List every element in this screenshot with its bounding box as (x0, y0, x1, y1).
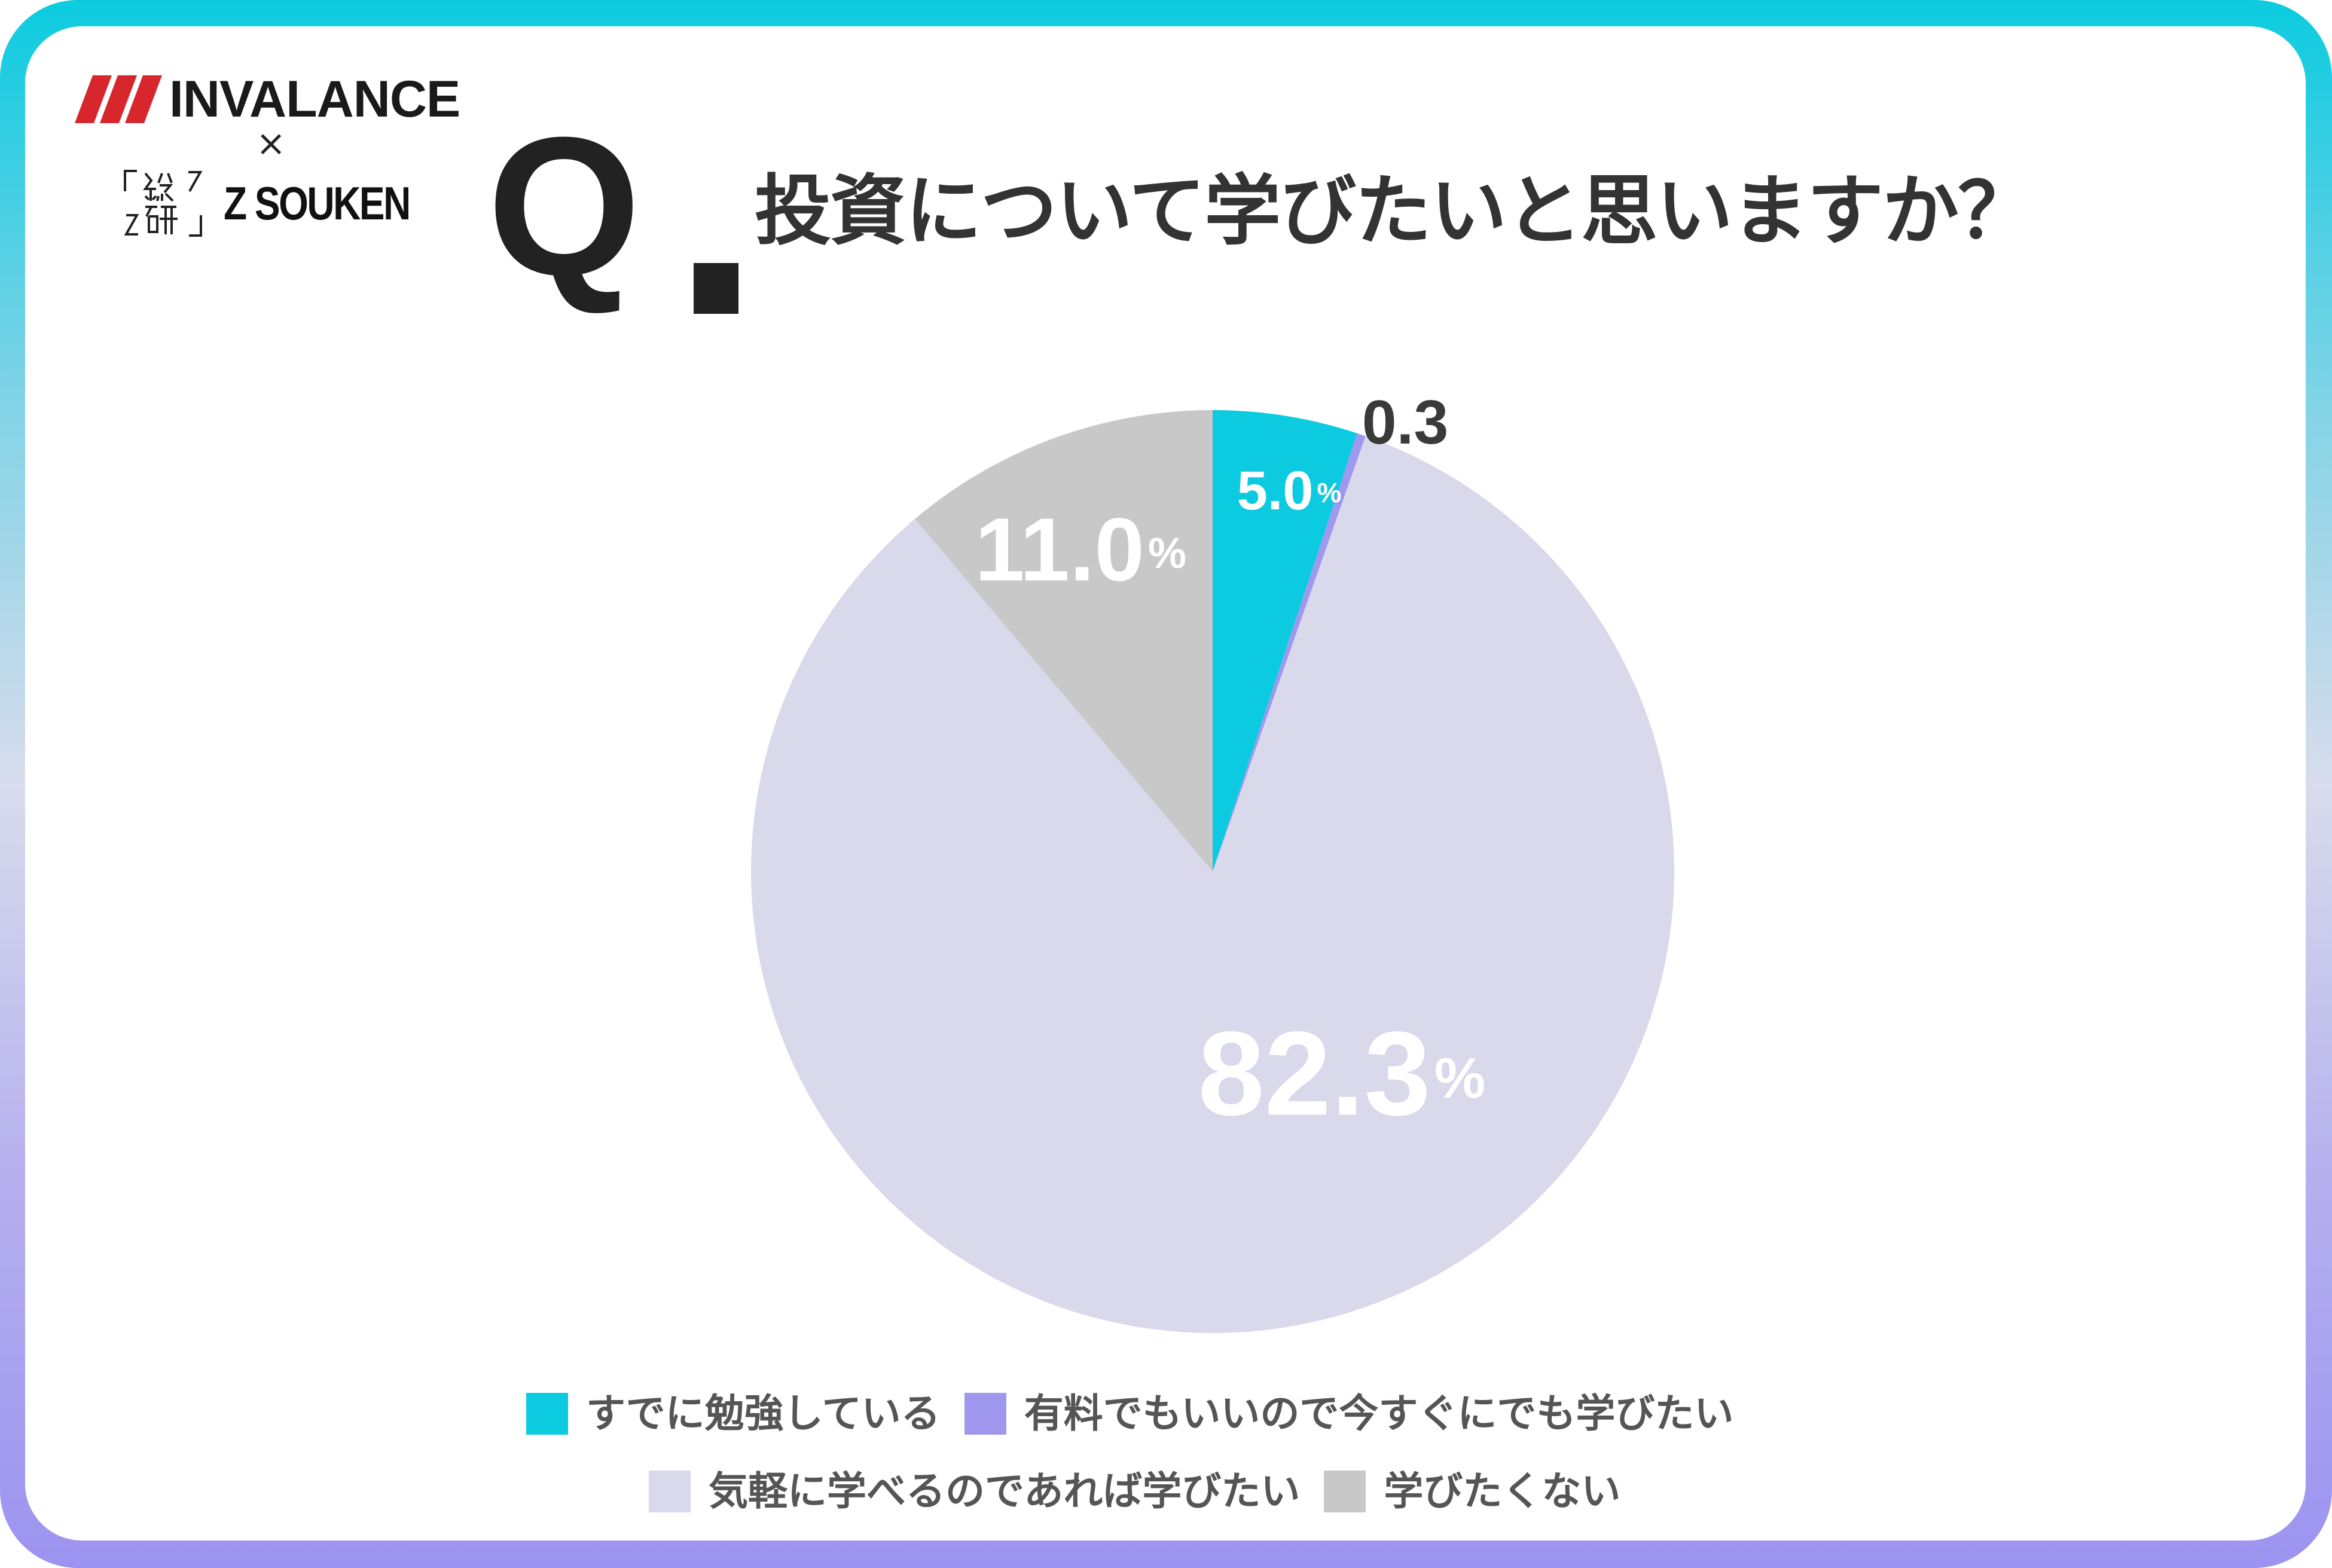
souken-bracket-icon (124, 170, 203, 237)
legend-item-2: 有料でもいいので今すぐにでも学びたい (964, 1390, 1734, 1436)
legend-item-4: 学びたくない (1324, 1471, 1620, 1512)
pie-label-value: 5.0 (1237, 461, 1314, 522)
legend-swatch (964, 1393, 1006, 1435)
pie-label-3: 82.3% (1198, 1007, 1485, 1141)
question-q-dot (694, 263, 738, 314)
pie-slice-3 (751, 436, 1674, 1333)
question-q-letter: Q (487, 96, 641, 316)
pie-label-2: 0.3 (1362, 388, 1449, 457)
pie-slice-2 (1213, 433, 1366, 872)
legend-item-1: すでに勉強している (526, 1393, 941, 1435)
legend-item-3: 気軽に学べるのであれば学びたい (649, 1471, 1300, 1512)
invalance-logo: INVALANCE (75, 71, 460, 127)
legend-swatch (1324, 1471, 1366, 1512)
legend-row-1: すでに勉強している 有料でもいいので今すぐにでも学びたい (526, 1393, 1757, 1435)
pie-label-4: 11.0% (975, 499, 1186, 600)
collab-times-sign: × (256, 123, 286, 164)
pie-slice-1 (1213, 410, 1357, 872)
legend-label: すでに勉強している (586, 1390, 941, 1436)
zsouken-logo-text: Z SOUKEN (224, 176, 411, 230)
pie-label-unit: % (1434, 1047, 1485, 1111)
zsouken-logo: Z SOUKEN (123, 170, 450, 237)
legend-swatch (649, 1471, 691, 1512)
legend-label: 有料でもいいので今すぐにでも学びたい (1024, 1390, 1734, 1436)
pie-label-value: 82.3 (1198, 1007, 1430, 1141)
pie-label-unit: % (1317, 477, 1341, 508)
question-title: 投資について学びたいと思いますか？ (755, 167, 2034, 256)
legend-label: 学びたくない (1384, 1468, 1621, 1514)
pie-label-value: 0.3 (1362, 388, 1449, 457)
pie-label-1: 5.0% (1237, 461, 1342, 522)
invalance-logo-text: INVALANCE (169, 70, 460, 128)
legend-swatch (526, 1393, 568, 1435)
legend-row-2: 気軽に学べるのであれば学びたい 学びたくない (649, 1471, 1644, 1512)
invalance-slashes-icon (75, 75, 162, 123)
pie-label-unit: % (1148, 530, 1186, 577)
pie-label-value: 11.0 (975, 499, 1144, 600)
legend-label: 気軽に学べるのであれば学びたい (709, 1468, 1301, 1514)
pie-slice-4 (915, 410, 1213, 872)
